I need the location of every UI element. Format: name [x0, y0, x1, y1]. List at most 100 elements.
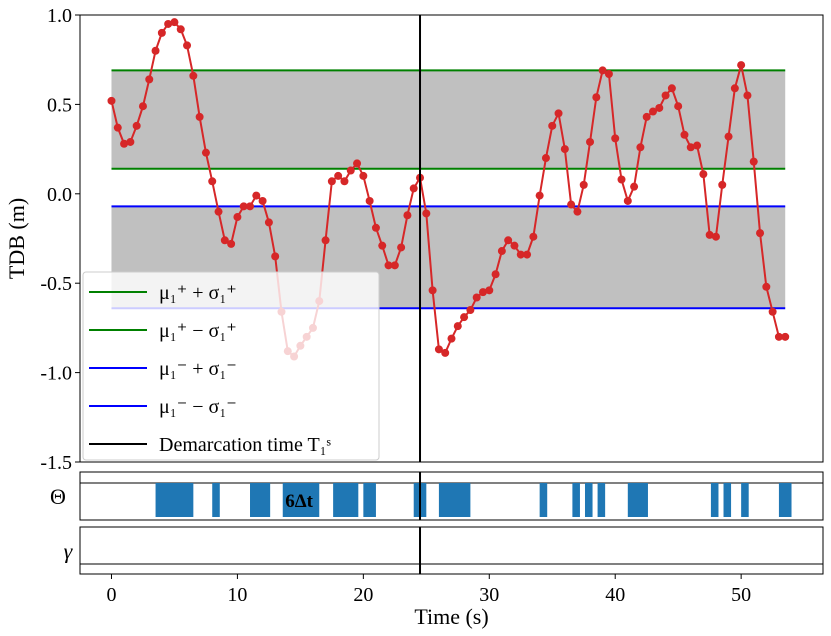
tdb-data-point [485, 286, 494, 295]
theta-interval-bar [438, 483, 471, 517]
tdb-data-point [246, 202, 255, 211]
tdb-data-point [252, 191, 261, 200]
tdb-data-point [567, 200, 576, 209]
tdb-data-point [120, 139, 129, 148]
tdb-data-point [428, 286, 437, 295]
tdb-data-point [617, 175, 626, 184]
theta-interval-bar [597, 483, 606, 517]
tdb-data-point [541, 154, 550, 163]
tdb-data-point [693, 141, 702, 150]
legend-label: μ₁⁻ − σ₁⁻ [159, 396, 237, 418]
gamma-panel-frame [79, 526, 824, 575]
x-axis-label: Time (s) [414, 604, 488, 629]
tdb-data-point [523, 250, 532, 259]
theta-interval-bar [723, 483, 732, 517]
tdb-data-point [271, 252, 280, 261]
tdb-data-point [264, 218, 273, 227]
tdb-data-point [189, 71, 198, 80]
tdb-data-point [403, 211, 412, 220]
y-tick-label: -1.5 [40, 452, 72, 474]
tdb-data-point [384, 261, 393, 270]
tdb-data-point [365, 196, 374, 205]
tdb-data-point [258, 196, 267, 205]
legend-label: Demarcation time T₁ˢ [159, 434, 331, 456]
theta-panel-frame [79, 471, 824, 521]
theta-interval-bar [778, 483, 792, 517]
tdb-data-point [434, 345, 443, 354]
tdb-data-point [422, 209, 431, 218]
tdb-data-point [674, 102, 683, 111]
theta-interval-bar [741, 483, 749, 517]
y-axis-label: TDB (m) [4, 198, 29, 279]
tdb-data-point [743, 91, 752, 100]
y-tick-label: -1.0 [40, 363, 72, 385]
y-tick-label: -0.5 [40, 273, 72, 295]
tdb-data-point [233, 213, 242, 222]
tdb-data-point [560, 145, 569, 154]
tdb-data-point [220, 236, 229, 245]
tdb-data-point [327, 177, 336, 186]
tdb-data-point [170, 18, 179, 27]
tdb-data-point [554, 109, 563, 118]
tdb-data-point [516, 250, 525, 259]
gamma-panel: γ 0 10 20 30 40 50 Time (s) [64, 526, 824, 629]
x-tick-label: 0 [106, 584, 116, 606]
tdb-data-point [781, 332, 790, 341]
tdb-data-point [504, 236, 513, 245]
theta-label: Θ [50, 484, 66, 509]
tdb-data-point [623, 196, 632, 205]
tdb-data-point [604, 70, 613, 79]
tdb-data-point [630, 182, 639, 191]
tdb-data-point [176, 25, 185, 34]
tdb-data-point [466, 306, 475, 315]
tdb-data-point [548, 121, 557, 130]
tdb-data-point [491, 270, 500, 279]
tdb-data-point [510, 241, 519, 250]
tdb-data-point [711, 232, 720, 241]
tdb-data-point [378, 241, 387, 250]
tdb-data-point [208, 177, 217, 186]
x-tick-label: 40 [605, 584, 625, 606]
tdb-data-point [667, 84, 676, 93]
tdb-data-point [447, 334, 456, 343]
legend: μ₁⁺ + σ₁⁺ μ₁⁺ − σ₁⁺ μ₁⁻ + σ₁⁻ μ₁⁻ − σ₁⁻ Dema… [82, 271, 380, 461]
tdb-data-point [132, 121, 141, 130]
tdb-data-point [214, 207, 223, 216]
tdb-data-point [397, 243, 406, 252]
main-plot-area: 1.0 0.5 0.0 -0.5 -1.0 -1.5 TDB (m) [4, 5, 824, 474]
tdb-data-point [227, 239, 236, 248]
tdb-data-point [648, 107, 657, 116]
x-tick-label: 20 [353, 584, 373, 606]
tdb-data-point [661, 91, 670, 100]
tdb-data-point [768, 307, 777, 316]
tdb-data-point [472, 293, 481, 302]
tdb-data-point [478, 288, 487, 297]
tdb-data-point [334, 171, 343, 180]
legend-label: μ₁⁺ + σ₁⁺ [159, 282, 237, 304]
theta-interval-bar [539, 483, 548, 517]
tdb-data-point [737, 61, 746, 70]
tdb-data-point [359, 171, 368, 180]
tdb-data-point [107, 96, 116, 105]
tdb-data-point [346, 166, 355, 175]
tdb-data-point [321, 236, 330, 245]
tdb-data-point [705, 230, 714, 239]
tdb-data-point [718, 180, 727, 189]
tdb-data-point [636, 143, 645, 152]
legend-label: μ₁⁺ − σ₁⁺ [159, 320, 237, 342]
theta-interval-bar [363, 483, 376, 517]
tdb-data-point [441, 348, 450, 357]
tdb-data-point [586, 137, 595, 146]
tdb-data-point [353, 159, 362, 168]
tdb-data-point [655, 103, 664, 112]
x-tick-label: 10 [227, 584, 247, 606]
theta-annotation: 6Δt [285, 491, 313, 512]
tdb-data-point [151, 46, 160, 55]
tdb-data-point [371, 223, 380, 232]
tdb-data-point [529, 232, 538, 241]
gamma-label: γ [64, 539, 74, 564]
tdb-data-point [730, 84, 739, 93]
tdb-data-point [573, 207, 582, 216]
legend-box [82, 271, 380, 461]
main-plot-frame [79, 14, 824, 463]
